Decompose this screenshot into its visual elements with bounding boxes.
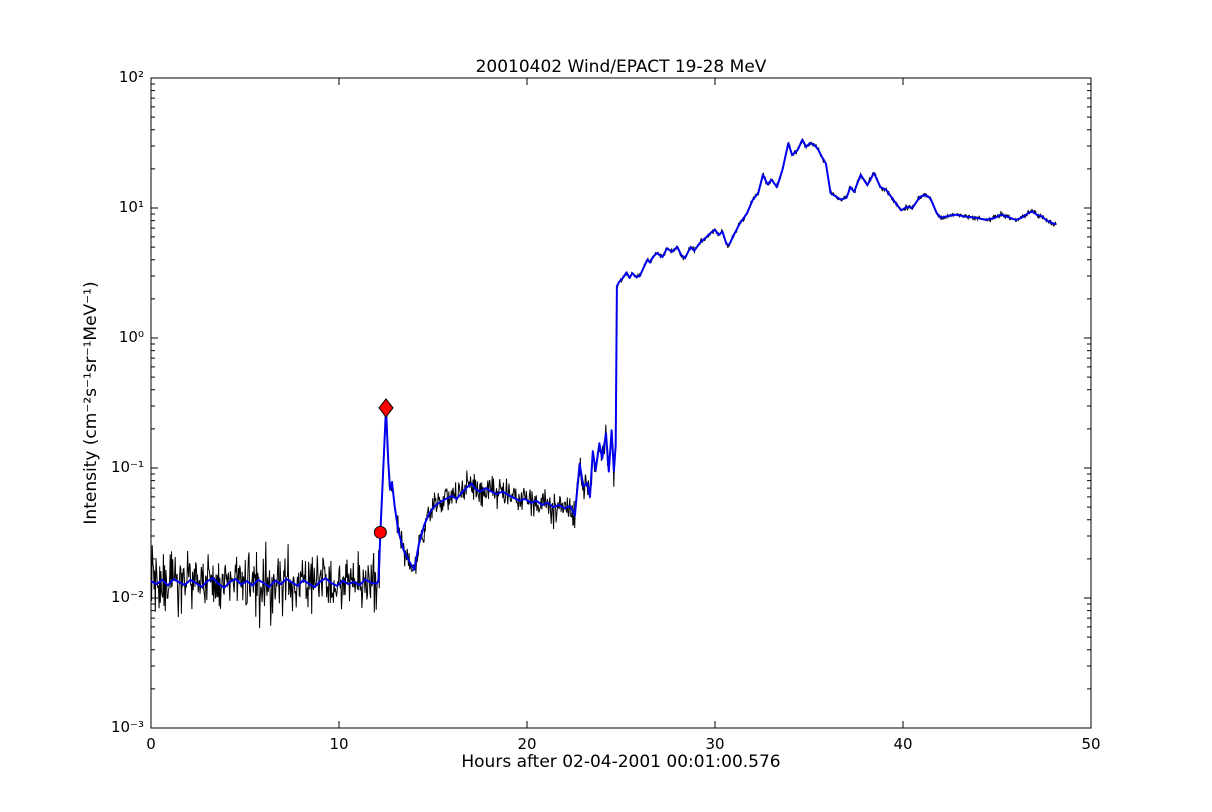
y-tick-label: 10¹	[118, 198, 144, 216]
y-tick-label: 10⁻³	[110, 718, 144, 736]
y-tick-label: 10²	[118, 68, 144, 86]
y-tick-label: 10⁰	[118, 328, 144, 346]
onset-marker	[373, 525, 387, 539]
x-tick-label: 40	[893, 735, 913, 753]
x-tick-label: 30	[705, 735, 725, 753]
x-axis-label: Hours after 02-04-2001 00:01:00.576	[461, 752, 781, 772]
smoothed-series-line	[150, 138, 1057, 589]
x-tick-label: 50	[1081, 735, 1101, 753]
plot-title: 20010402 Wind/EPACT 19-28 MeV	[475, 57, 767, 77]
axis-ticks	[150, 77, 1092, 729]
plot-area	[150, 77, 1092, 729]
peak-marker	[378, 398, 394, 418]
y-tick-label: 10⁻¹	[110, 458, 144, 476]
x-tick-label: 20	[517, 735, 537, 753]
y-tick-label: 10⁻²	[110, 588, 144, 606]
y-axis-label: Intensity (cm⁻²s⁻¹sr⁻¹MeV⁻¹)	[81, 281, 101, 525]
x-tick-label: 0	[146, 735, 156, 753]
x-tick-label: 10	[329, 735, 349, 753]
